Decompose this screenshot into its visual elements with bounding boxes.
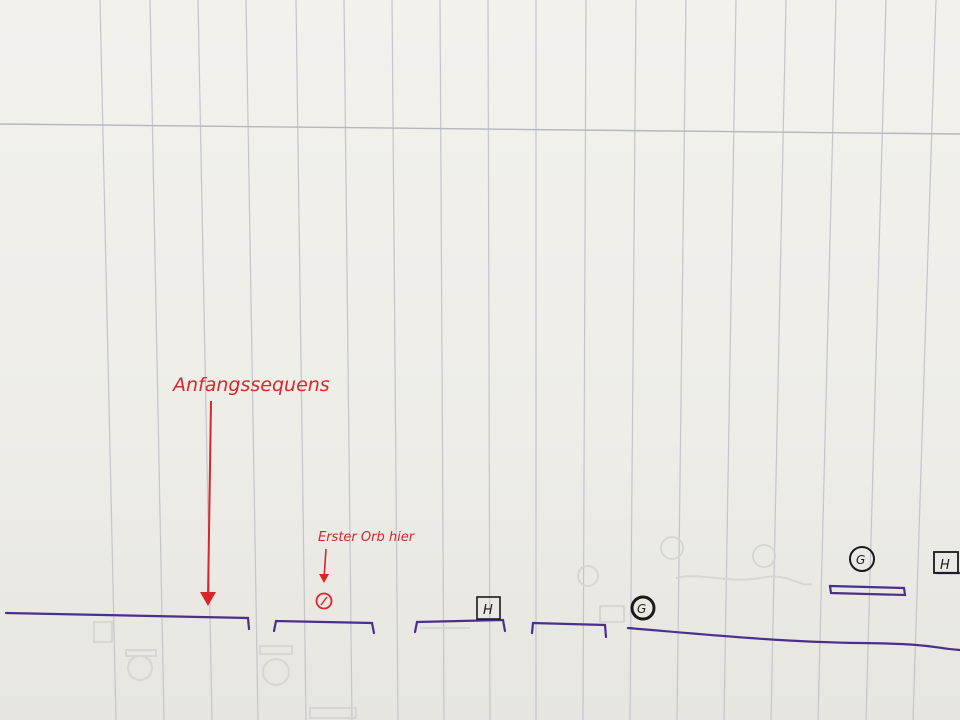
- ground-segment-2: [272, 619, 376, 635]
- orb-g-label: G: [856, 553, 865, 567]
- ground-segment-4: [530, 621, 608, 639]
- floating-platform: [828, 584, 907, 597]
- ground-segment-3: [413, 618, 507, 634]
- first-orb-annotation: Erster Orb hier: [315, 530, 416, 610]
- health-box-right: H: [933, 551, 959, 574]
- health-box-left: H: [476, 596, 501, 620]
- show-through-marks: [93, 536, 813, 719]
- orb-g-icon: [849, 546, 875, 572]
- health-box-icon: [933, 551, 959, 574]
- first-orb-label: Erster Orb hier: [318, 530, 416, 545]
- health-box-label: H: [940, 558, 950, 573]
- start-sequence-label: Anfangssequens: [171, 374, 330, 396]
- orb-g-label: G: [637, 602, 646, 616]
- ground-segment-1: [4, 611, 251, 631]
- orb-g-floating: G: [849, 546, 875, 572]
- ground-segment-5: [626, 626, 960, 652]
- first-orb-icon: [315, 592, 333, 610]
- start-sequence-arrowhead: [200, 592, 216, 606]
- start-sequence-arrow: [207, 400, 212, 599]
- health-box-icon: [476, 596, 501, 620]
- health-box-label: H: [483, 603, 493, 618]
- orb-g-ground: G: [630, 595, 656, 621]
- first-orb-arrowhead: [319, 574, 329, 583]
- orb-g-icon: [630, 595, 656, 621]
- start-sequence-annotation: Anfangssequens: [171, 374, 330, 606]
